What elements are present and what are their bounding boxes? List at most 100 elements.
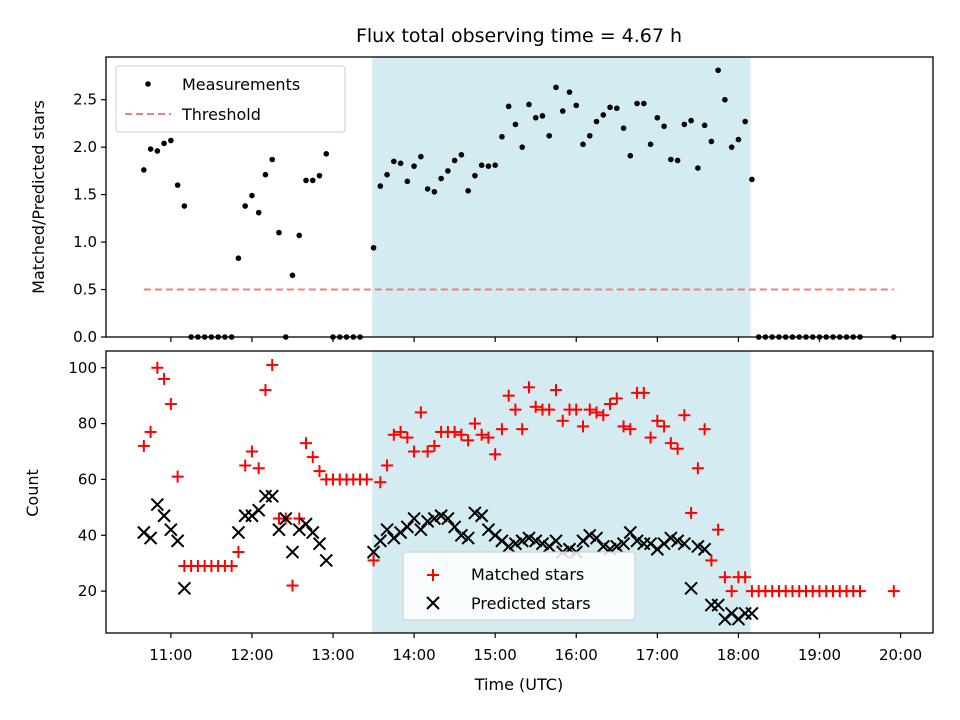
matched-stars-point <box>644 431 657 444</box>
measurement-point <box>586 132 593 139</box>
measurement-point <box>438 175 444 182</box>
predicted-stars-point <box>366 545 381 559</box>
measurement-point <box>559 108 566 114</box>
measurement-point <box>249 192 255 199</box>
predicted-stars-point <box>529 534 543 548</box>
measurement-point <box>708 138 715 145</box>
predicted-stars-point <box>407 511 421 526</box>
matched-stars-point <box>529 400 542 413</box>
matched-stars-point <box>712 523 725 536</box>
predicted-stars-point <box>279 511 293 526</box>
top-y-tick-label: 2.0 <box>73 138 97 156</box>
measurement-point <box>735 136 742 143</box>
measurement-point <box>539 113 546 119</box>
matched-stars-point <box>887 585 900 598</box>
measurement-point <box>424 186 431 192</box>
matched-stars-point <box>597 409 610 422</box>
measurement-point <box>418 153 424 160</box>
top-plot-frame <box>105 56 934 338</box>
measurement-point <box>600 112 607 118</box>
measurement-point <box>174 182 181 188</box>
matched-stars-point <box>360 473 373 486</box>
matched-stars-point <box>691 462 704 475</box>
measurement-point <box>681 121 688 128</box>
measurement-point <box>546 132 553 139</box>
measurement-point <box>688 117 694 124</box>
bottom-y-tick-label: 60 <box>78 470 97 488</box>
matched-stars-point <box>286 579 299 592</box>
matched-stars-point <box>374 476 387 489</box>
predicted-stars-point <box>454 528 469 542</box>
predicted-stars-point <box>583 528 597 542</box>
matched-stars-point <box>495 423 508 436</box>
measurement-point <box>749 176 755 183</box>
bottom-plot-ticks: 20 40 60 80 100 11:00 12:00 13:00 14:00 15:00 16:0… <box>68 359 922 664</box>
matched-stars-point <box>408 445 421 458</box>
measurement-point <box>289 272 296 279</box>
matched-stars-point <box>381 459 394 472</box>
legend-matched-stars-label: Matched stars <box>471 565 584 584</box>
matched-stars-point <box>543 403 556 416</box>
predicted-stars-point <box>623 525 638 540</box>
predicted-stars-point <box>691 539 705 554</box>
matched-stars-point <box>725 585 738 598</box>
matched-stars-point <box>705 554 718 567</box>
measurement-point <box>323 151 330 157</box>
measurement-point <box>620 125 627 131</box>
matched-stars-point <box>468 417 481 430</box>
matched-stars-point <box>367 554 380 567</box>
matched-stars-point <box>489 448 502 461</box>
predicted-stars-point <box>427 511 442 526</box>
matched-stars-point <box>313 465 326 478</box>
measurement-point <box>269 156 276 163</box>
matched-stars-point <box>462 434 475 447</box>
measurement-point <box>235 255 242 262</box>
measurement-point <box>519 144 526 150</box>
measurement-point <box>573 102 580 109</box>
predicted-stars-point <box>535 536 550 551</box>
x-tick-label: 11:00 <box>149 646 192 664</box>
top-shaded-interval <box>372 57 751 337</box>
predicted-stars-point <box>616 536 631 551</box>
measurement-point <box>674 157 681 164</box>
predicted-stars-point <box>670 534 685 548</box>
measurement-point <box>654 114 661 121</box>
measurement-point <box>370 244 377 251</box>
measurement-point <box>566 89 573 95</box>
predicted-stars-point <box>697 542 712 556</box>
measurement-point <box>316 172 323 179</box>
predicted-stars-point <box>285 545 300 559</box>
measurement-point <box>384 171 390 178</box>
matched-stars-point <box>637 386 650 399</box>
measurement-point <box>701 122 708 129</box>
predicted-stars-point <box>265 489 279 503</box>
matched-stars-point <box>401 431 414 444</box>
bottom-plot: 20 40 60 80 100 11:00 12:00 13:00 14:00 15:00 16:0… <box>23 350 934 694</box>
top-y-tick-label: 0.5 <box>73 281 97 299</box>
measurement-point <box>411 163 417 169</box>
matched-stars-point <box>664 437 677 450</box>
matched-stars-point <box>151 361 164 374</box>
matched-stars-point <box>671 442 684 455</box>
measurement-point <box>634 100 640 107</box>
measurement-point <box>255 209 262 216</box>
predicted-stars-point <box>157 509 171 523</box>
matched-stars-point <box>658 420 671 433</box>
measurement-point <box>492 162 498 169</box>
bottom-y-tick-label: 100 <box>68 359 97 377</box>
measurement-point <box>262 171 269 178</box>
matched-stars-point <box>164 398 177 411</box>
predicted-stars-point <box>170 534 185 548</box>
matched-stars-point <box>685 506 698 519</box>
legend-measurements-label: Measurements <box>182 75 300 94</box>
matched-stars-point <box>570 403 583 416</box>
matched-stars-point <box>583 403 596 416</box>
top-chart-title: Flux total observing time = 4.67 h <box>356 25 682 47</box>
measurement-point <box>715 67 721 74</box>
predicted-stars-point <box>312 536 327 551</box>
matched-stars-point <box>225 559 238 572</box>
measurement-point <box>141 167 147 173</box>
measurement-point <box>553 84 559 91</box>
bottom-y-tick-label: 80 <box>78 415 97 433</box>
